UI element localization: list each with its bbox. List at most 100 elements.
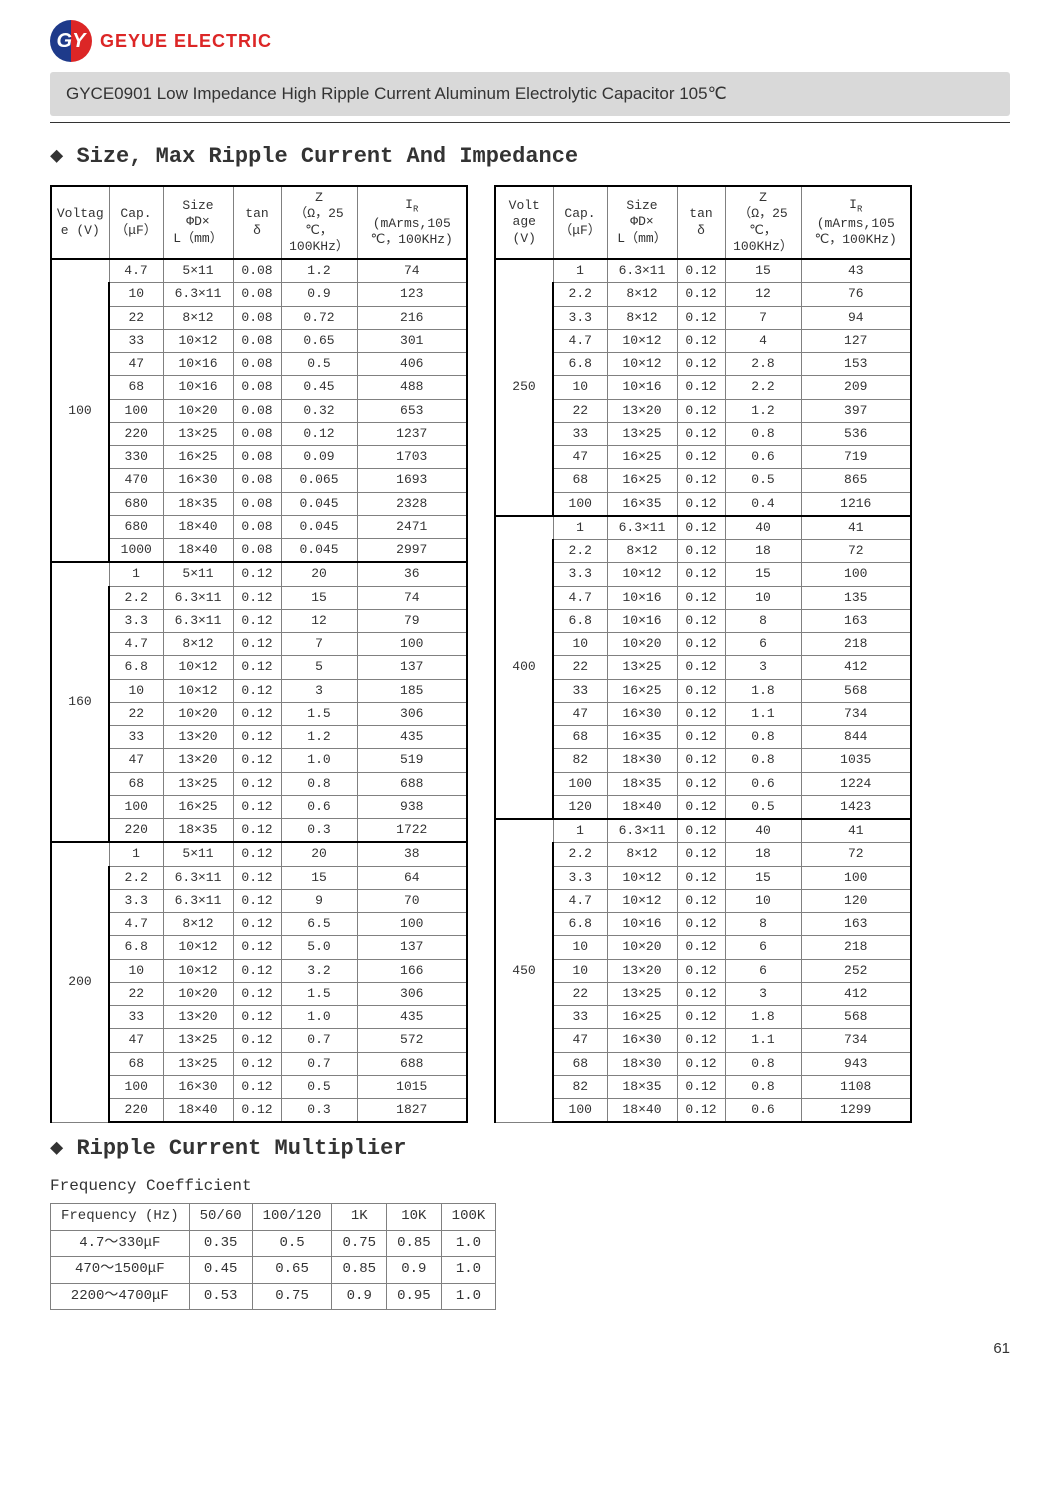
data-cell: 1.8 — [725, 679, 801, 702]
table-row: 6.810×120.122.8153 — [495, 353, 911, 376]
data-cell: 0.6 — [281, 795, 357, 818]
freq-cell: 0.53 — [189, 1283, 252, 1310]
data-cell: 1000 — [109, 539, 163, 563]
table-row: 4.710×160.1210135 — [495, 586, 911, 609]
data-cell: 0.08 — [233, 353, 281, 376]
data-cell: 94 — [801, 306, 911, 329]
data-cell: 435 — [357, 1006, 467, 1029]
data-cell: 0.08 — [233, 539, 281, 563]
data-cell: 47 — [109, 353, 163, 376]
data-cell: 688 — [357, 772, 467, 795]
section1-title: Size, Max Ripple Current And Impedance — [50, 143, 1010, 169]
data-cell: 0.12 — [233, 772, 281, 795]
data-cell: 5×11 — [163, 259, 233, 283]
data-cell: 16×30 — [163, 1075, 233, 1098]
data-cell: 0.045 — [281, 492, 357, 515]
data-cell: 13×20 — [163, 1006, 233, 1029]
table-row: 228×120.080.72216 — [51, 306, 467, 329]
data-cell: 6 — [725, 959, 801, 982]
data-cell: 18×40 — [607, 795, 677, 819]
data-cell: 13×20 — [163, 726, 233, 749]
data-cell: 18×40 — [163, 539, 233, 563]
table-row: 10018×400.120.61299 — [495, 1099, 911, 1123]
table-row: 3.310×120.1215100 — [495, 563, 911, 586]
data-cell: 252 — [801, 959, 911, 982]
data-cell: 10×16 — [607, 586, 677, 609]
data-cell: 15 — [725, 259, 801, 283]
data-cell: 0.8 — [725, 1052, 801, 1075]
spec-table-right: Voltage (V)Cap.（μF）SizeΦD×L（mm）tanδZ（Ω，2… — [494, 185, 912, 1123]
data-cell: 0.08 — [233, 399, 281, 422]
freq-cell: 0.35 — [189, 1230, 252, 1257]
data-cell: 8×12 — [607, 283, 677, 306]
data-cell: 10×12 — [607, 889, 677, 912]
data-cell: 0.12 — [677, 376, 725, 399]
data-cell: 13×25 — [163, 422, 233, 445]
data-cell: 3 — [725, 656, 801, 679]
data-cell: 435 — [357, 726, 467, 749]
data-cell: 10 — [553, 959, 607, 982]
data-cell: 3.3 — [109, 609, 163, 632]
freq-header-cell: 1K — [332, 1204, 387, 1231]
data-cell: 1.5 — [281, 982, 357, 1005]
table-row: 1010×120.123185 — [51, 679, 467, 702]
table-row: 3313×200.121.0435 — [51, 1006, 467, 1029]
data-cell: 0.3 — [281, 819, 357, 843]
data-cell: 4.7 — [553, 329, 607, 352]
data-cell: 33 — [553, 422, 607, 445]
freq-cell: 1.0 — [441, 1257, 496, 1284]
data-cell: 16×25 — [607, 679, 677, 702]
table-row: 22018×350.120.31722 — [51, 819, 467, 843]
data-cell: 33 — [109, 329, 163, 352]
data-cell: 6.3×11 — [163, 609, 233, 632]
table-column-header: SizeΦD×L（mm） — [163, 186, 233, 259]
data-cell: 218 — [801, 633, 911, 656]
data-cell: 0.12 — [677, 819, 725, 843]
data-cell: 306 — [357, 982, 467, 1005]
data-cell: 185 — [357, 679, 467, 702]
data-cell: 1.0 — [281, 1006, 357, 1029]
data-cell: 10×20 — [163, 702, 233, 725]
data-cell: 100 — [553, 1099, 607, 1123]
data-cell: 79 — [357, 609, 467, 632]
data-cell: 301 — [357, 329, 467, 352]
data-cell: 10×16 — [163, 353, 233, 376]
data-cell: 10×16 — [607, 913, 677, 936]
freq-row: 2200～4700μF0.530.750.90.951.0 — [51, 1283, 496, 1310]
data-cell: 22 — [109, 982, 163, 1005]
table-column-header: IR(mArms,105℃，100KHz) — [801, 186, 911, 259]
data-cell: 123 — [357, 283, 467, 306]
data-cell: 0.12 — [233, 1052, 281, 1075]
data-cell: 40 — [725, 819, 801, 843]
data-cell: 153 — [801, 353, 911, 376]
table-row: 106.3×110.080.9123 — [51, 283, 467, 306]
data-cell: 0.12 — [233, 609, 281, 632]
data-cell: 100 — [553, 492, 607, 516]
data-cell: 1299 — [801, 1099, 911, 1123]
table-row: 6813×250.120.8688 — [51, 772, 467, 795]
data-cell: 0.12 — [233, 795, 281, 818]
freq-header-cell: 100K — [441, 1204, 496, 1231]
data-cell: 1 — [109, 842, 163, 866]
data-cell: 0.12 — [677, 702, 725, 725]
data-cell: 33 — [109, 1006, 163, 1029]
data-cell: 18×35 — [163, 819, 233, 843]
data-cell: 1015 — [357, 1075, 467, 1098]
freq-cell: 2200～4700μF — [51, 1283, 190, 1310]
data-cell: 0.6 — [725, 1099, 801, 1123]
freq-header-cell: 50/60 — [189, 1204, 252, 1231]
data-cell: 47 — [553, 702, 607, 725]
data-cell: 100 — [357, 913, 467, 936]
data-cell: 10×20 — [163, 399, 233, 422]
data-cell: 10×12 — [163, 679, 233, 702]
table-row: 6810×160.080.45488 — [51, 376, 467, 399]
data-cell: 2471 — [357, 515, 467, 538]
data-cell: 10 — [109, 959, 163, 982]
table-row: 2.28×120.121276 — [495, 283, 911, 306]
data-cell: 0.12 — [233, 913, 281, 936]
data-cell: 0.12 — [677, 446, 725, 469]
data-cell: 412 — [801, 656, 911, 679]
data-cell: 68 — [553, 469, 607, 492]
data-cell: 0.12 — [677, 982, 725, 1005]
data-cell: 137 — [357, 656, 467, 679]
